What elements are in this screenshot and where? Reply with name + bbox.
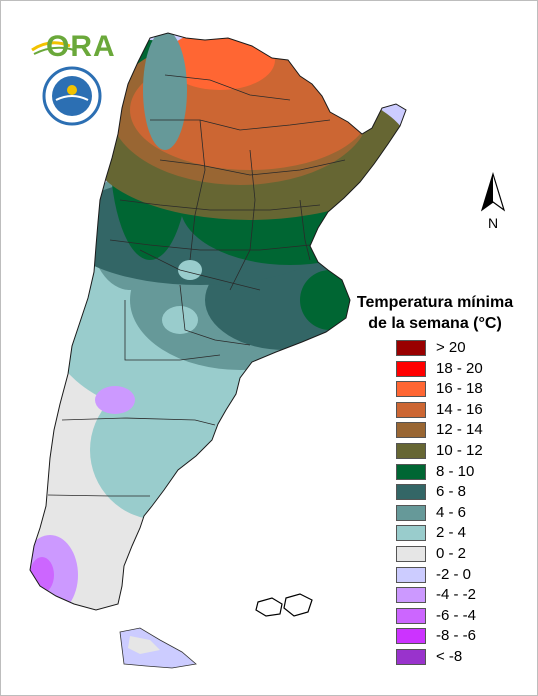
legend-label: 2 - 4 [436,524,467,542]
legend-label: -4 - -2 [436,586,477,604]
legend-swatch [396,648,426,665]
legend-label: 0 - 2 [436,544,467,562]
legend-title-line1: Temperatura mínima [356,294,514,311]
legend-title-line2: de la semana (°C) [368,315,502,332]
ora-logo-text: ORA [46,30,116,63]
legend-label: -2 - 0 [436,565,472,583]
legend-label: 8 - 10 [436,462,475,480]
legend-swatch [396,360,426,377]
legend-label: < -8 [436,647,463,665]
legend-swatch [396,587,426,604]
legend-swatch [396,463,426,480]
legend-label: 12 - 14 [436,421,483,439]
north-label: N [488,215,498,231]
legend-swatch [396,401,426,418]
legend-swatch [396,607,426,624]
legend-swatch [396,442,426,459]
legend-swatch [396,504,426,521]
legend-swatch [396,545,426,562]
ora-logo: ORA [30,28,115,64]
legend-label: 10 - 12 [436,441,483,459]
north-arrow: N [478,171,508,232]
legend-swatch [396,525,426,542]
legend-swatch [396,566,426,583]
legend-label: 18 - 20 [436,359,483,377]
legend-swatch [396,340,426,356]
smn-seal-logo [42,66,102,126]
legend-swatch [396,484,426,501]
legend-swatch [396,381,426,398]
legend-swatch [396,422,426,439]
legend-label: -6 - -4 [436,606,477,624]
legend-label: 4 - 6 [436,503,467,521]
legend-label: 16 - 18 [436,380,483,398]
legend-swatch [396,628,426,645]
legend-label: > 20 [436,339,466,356]
legend-title: Temperatura mínima de la semana (°C) [330,292,538,334]
legend-label: 6 - 8 [436,483,467,501]
legend-label: 14 - 16 [436,400,483,418]
north-arrow-icon: N [480,171,506,231]
legend-label: -8 - -6 [436,627,477,645]
